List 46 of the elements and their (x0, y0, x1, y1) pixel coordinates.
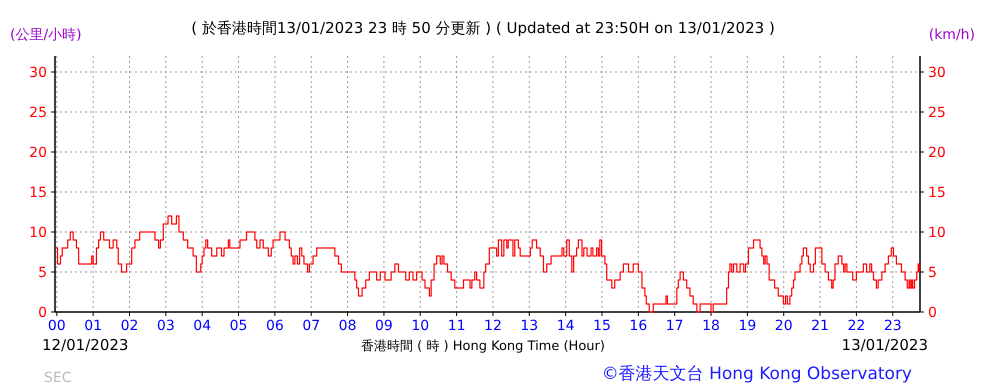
chart-title: ( 於香港時間13/01/2023 23 時 50 分更新 ) ( Updated at 23:50H on 13/01/2023 ) (191, 19, 775, 37)
x-tick-label: 02 (120, 318, 138, 334)
y-axis-title: (公里/小時) (10, 27, 82, 43)
x-tick-label: 17 (666, 318, 684, 334)
y2-tick-label: 15 (928, 185, 946, 201)
x-tick-label: 12 (484, 318, 502, 334)
x-tick-label: 07 (302, 318, 320, 334)
y2-tick-label: 20 (928, 145, 946, 161)
x-axis-title: 香港時間 ( 時 ) Hong Kong Time (Hour) (361, 339, 605, 354)
x-tick-label: 03 (156, 318, 175, 334)
x-tick-label: 18 (702, 318, 720, 334)
y-tick-label: 30 (29, 65, 47, 81)
x-tick-label: 08 (338, 318, 356, 334)
x-tick-label: 23 (884, 318, 902, 334)
x-tick-label: 16 (629, 318, 648, 334)
x-tick-label: 06 (266, 318, 284, 334)
x-tick-label: 13 (520, 318, 538, 334)
y-tick-label: 10 (29, 225, 47, 241)
y-tick-label: 20 (29, 145, 47, 161)
y2-tick-label: 30 (928, 65, 946, 81)
x-tick-label: 01 (84, 318, 102, 334)
x-tick-label: 15 (593, 318, 611, 334)
y2-axis-title: (km/h) (928, 27, 975, 43)
y2-tick-label: 5 (928, 265, 937, 281)
y2-tick-label: 0 (928, 305, 937, 321)
x-tick-label: 11 (448, 318, 466, 334)
text: SEC (44, 370, 72, 386)
text: ©香港天文台 Hong Kong Observatory (602, 364, 912, 384)
x-tick-label: 09 (375, 318, 393, 334)
x-tick-label: 19 (738, 318, 756, 334)
y-tick-label: 15 (29, 185, 47, 201)
y-tick-label: 5 (38, 265, 47, 281)
x-tick-label: 21 (811, 318, 829, 334)
x-tick-label: 05 (230, 318, 248, 334)
x-tick-label: 22 (847, 318, 866, 334)
x-tick-label: 20 (774, 318, 793, 334)
x-tick-label: 00 (48, 318, 66, 334)
y-tick-label: 25 (29, 105, 47, 121)
y2-tick-label: 10 (928, 225, 946, 241)
x-tick-label: 04 (193, 318, 212, 334)
x-tick-label: 10 (411, 318, 430, 334)
y2-tick-label: 25 (928, 105, 946, 121)
text: 12/01/2023 (42, 336, 128, 354)
text: 13/01/2023 (842, 336, 928, 354)
y-tick-label: 0 (38, 305, 47, 321)
x-tick-label: 14 (556, 318, 575, 334)
